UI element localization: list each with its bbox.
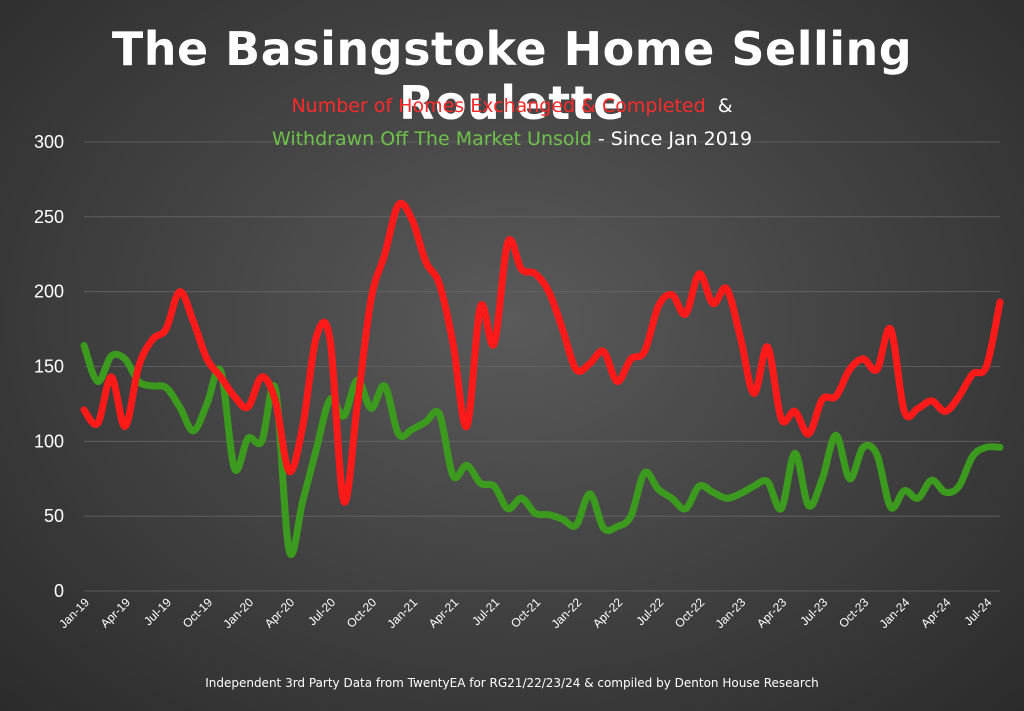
x-tick-label: Jul-24	[961, 595, 994, 628]
x-tick-label: Apr-20	[262, 595, 298, 631]
x-tick-label: Oct-22	[672, 595, 708, 631]
series-line-exchanged	[80, 199, 1004, 506]
x-tick-label: Jul-22	[633, 595, 666, 628]
series-line-withdrawn	[80, 342, 1004, 558]
subtitle-line-1: Number of Homes Exchanged & Completed &	[0, 95, 1024, 117]
x-tick-label: Apr-21	[426, 595, 462, 631]
x-tick-label: Apr-23	[754, 595, 790, 631]
footer-source: Independent 3rd Party Data from TwentyEA…	[205, 676, 819, 690]
grid-lines	[84, 141, 1000, 592]
x-tick-label: Oct-19	[180, 595, 216, 631]
x-tick-label: Apr-19	[98, 595, 134, 631]
x-tick-label: Oct-21	[508, 595, 544, 631]
x-tick-label: Apr-24	[918, 595, 954, 631]
x-tick-label: Jan-21	[384, 595, 420, 631]
x-tick-label: Jul-20	[305, 595, 338, 628]
y-tick-label: 100	[34, 431, 64, 451]
x-tick-label: Jan-22	[548, 595, 584, 631]
x-tick-label: Oct-20	[344, 595, 380, 631]
x-tick-label: Jul-21	[469, 595, 502, 628]
subtitle-line-2: Withdrawn Off The Market Unsold - Since …	[0, 128, 1024, 150]
y-axis-ticks: 0 50 100 150 200 250 300	[34, 132, 64, 601]
y-tick-label: 250	[34, 207, 64, 227]
y-tick-label: 150	[34, 357, 64, 377]
subtitle-withdrawn: Withdrawn Off The Market Unsold	[271, 128, 592, 150]
x-tick-label: Jan-20	[220, 595, 256, 631]
subtitle-since: - Since Jan 2019	[597, 128, 753, 150]
y-tick-label: 200	[34, 282, 64, 302]
y-tick-label: 300	[34, 132, 64, 152]
x-tick-label: Jul-19	[141, 595, 174, 628]
y-tick-label: 0	[54, 581, 64, 601]
x-tick-label: Oct-23	[836, 595, 872, 631]
subtitle-ampersand: &	[717, 95, 733, 117]
x-tick-label: Apr-22	[590, 595, 626, 631]
series-lines	[80, 199, 1004, 558]
chart-title: The Basingstoke Home Selling Roulette	[111, 22, 913, 130]
x-tick-label: Jul-23	[797, 595, 830, 628]
subtitle-exchanged: Number of Homes Exchanged & Completed	[291, 95, 706, 117]
x-tick-label: Jan-23	[713, 595, 749, 631]
x-tick-label: Jan-24	[877, 595, 913, 631]
x-axis-ticks: Jan-19 Apr-19 Jul-19 Oct-19 Jan-20 Apr-20 Jul-…	[56, 595, 994, 631]
y-tick-label: 50	[44, 506, 64, 526]
